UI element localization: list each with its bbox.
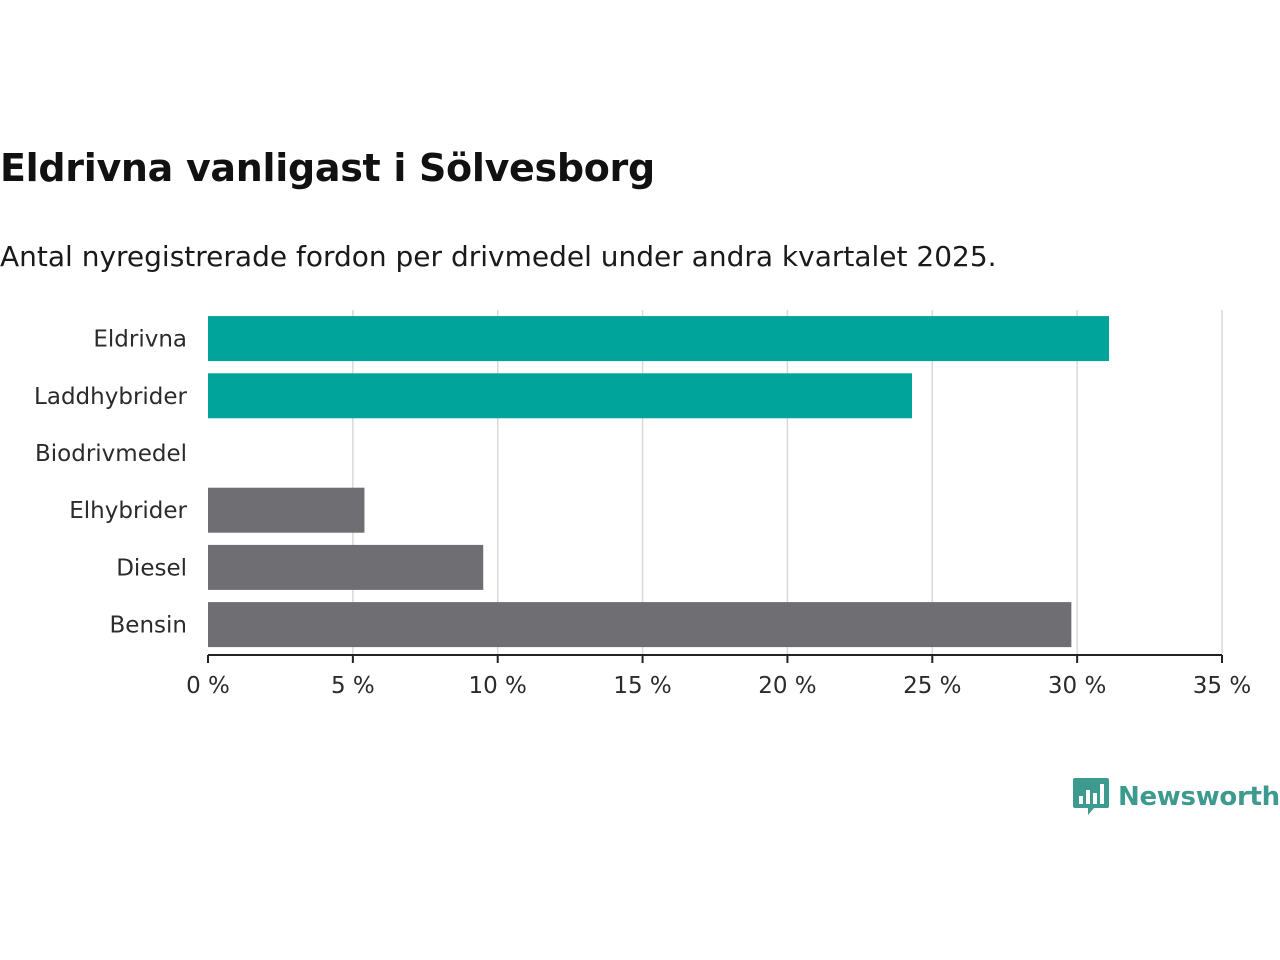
brand-name: Newsworthy [1118,782,1280,812]
bar-bensin [208,602,1072,648]
x-tick-label: 25 % [903,673,961,699]
bar-laddhybrider [208,373,913,419]
newsworthy-logo: Newsworthy [1072,776,1280,818]
category-labels: Eldrivna Laddhybrider Biodrivmedel Elhybrid… [34,327,187,639]
x-tick-label: 30 % [1048,673,1106,699]
bar-eldrivna [208,316,1110,362]
grid-lines [352,310,1223,655]
bar-diesel [208,544,484,590]
x-tick-label: 15 % [613,673,671,699]
chart-title: Eldrivna vanligast i Sölvesborg [0,146,655,190]
category-label: Biodrivmedel [35,441,187,467]
bar-chart: Eldrivna Laddhybrider Biodrivmedel Elhybrid… [34,310,1251,699]
chart-subtitle: Antal nyregistrerade fordon per drivmede… [0,240,997,273]
category-label: Diesel [116,555,187,581]
bar-chart-speech-bubble-icon [1073,778,1109,815]
category-label: Laddhybrider [34,384,187,410]
category-label: Bensin [110,613,187,639]
x-tick-label: 10 % [468,673,526,699]
x-tick-label: 0 % [186,673,230,699]
x-tick-label: 20 % [758,673,816,699]
category-label: Eldrivna [93,327,187,353]
bars [208,316,1110,648]
category-label: Elhybrider [69,498,187,524]
x-tick-label: 35 % [1193,673,1251,699]
x-tick-label: 5 % [331,673,375,699]
bar-elhybrider [208,487,365,533]
x-axis: 0 % 5 % 10 % 15 % 20 % 25 % 30 % 35 % [186,654,1251,699]
